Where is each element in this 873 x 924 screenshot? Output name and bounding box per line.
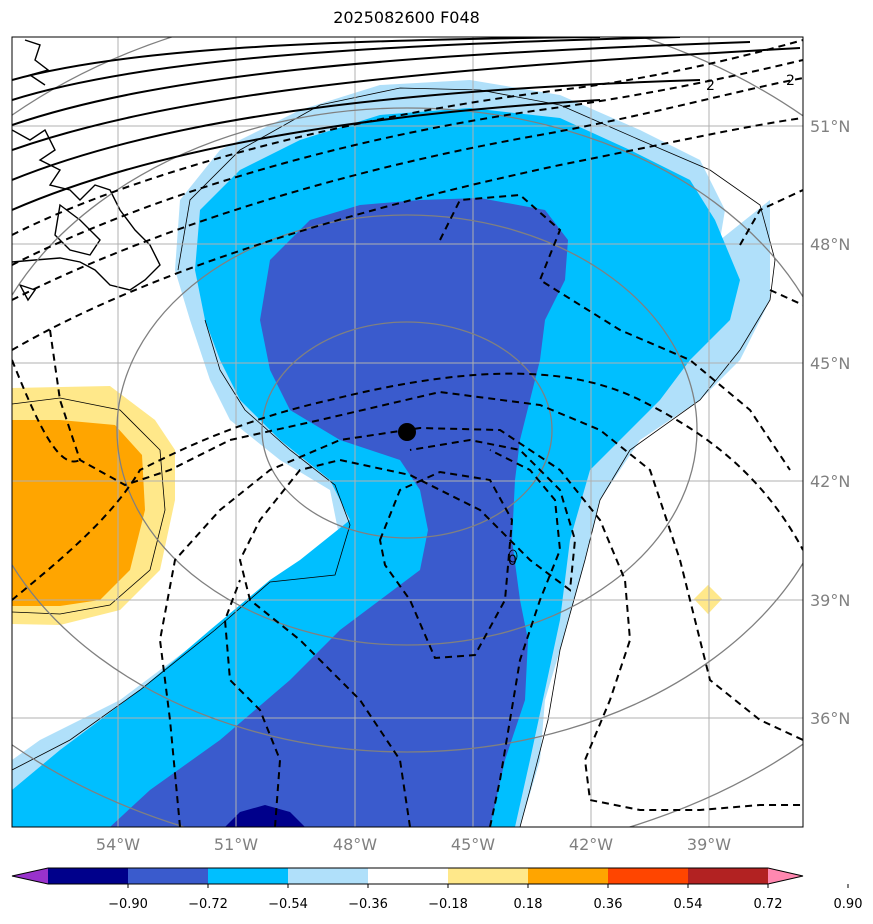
colorbar-tick-label: −0.90 xyxy=(108,897,148,912)
range-rings xyxy=(12,37,803,827)
field-navy xyxy=(225,805,305,827)
coastline xyxy=(12,39,161,302)
colorbar-tick-label: −0.72 xyxy=(188,897,228,912)
colorbar-bin xyxy=(608,868,689,884)
colorbar-bin xyxy=(368,868,449,884)
contour-label-3: 0 xyxy=(508,553,517,569)
lon-label: 51°W xyxy=(214,835,258,854)
colorbar: −0.90 −0.72 −0.54 −0.36 −0.18 0.18 0.36 0.54 0.7… xyxy=(11,867,863,912)
lon-label: 48°W xyxy=(333,835,377,854)
lon-label: 54°W xyxy=(96,835,140,854)
field-royal-blue xyxy=(110,198,568,827)
colorbar-tick-label: 0.36 xyxy=(594,897,623,912)
colorbar-bin xyxy=(288,868,369,884)
grid-lines xyxy=(12,37,803,827)
colorbar-tick-label: 0.72 xyxy=(754,897,783,912)
colorbar-extend-low xyxy=(12,868,48,884)
colorbar-bin xyxy=(688,868,769,884)
colorbar-bin xyxy=(528,868,609,884)
colorbar-outline xyxy=(11,867,804,885)
colorbar-bin xyxy=(448,868,529,884)
map-frame xyxy=(11,36,804,828)
storm-center-marker xyxy=(398,423,416,441)
colorbar-bin xyxy=(128,868,209,884)
colorbar-bin xyxy=(48,868,129,884)
lat-label: 39°N xyxy=(810,591,850,610)
colorbar-tick-label: −0.36 xyxy=(348,897,388,912)
colorbar-tick-label: 0.90 xyxy=(834,897,863,912)
colorbar-tick-label: 0.54 xyxy=(674,897,703,912)
dashed-contours xyxy=(12,39,803,827)
lat-labels: 51°N 48°N 45°N 42°N 39°N 36°N xyxy=(810,117,850,728)
lat-label: 36°N xyxy=(810,709,850,728)
lat-label: 42°N xyxy=(810,472,850,491)
lat-label: 45°N xyxy=(810,354,850,373)
lon-labels: 54°W 51°W 48°W 45°W 42°W 39°W xyxy=(96,835,731,854)
map-panel: 2 2 0 xyxy=(12,37,803,827)
colorbar-bin xyxy=(208,868,289,884)
colorbar-tick-label: −0.54 xyxy=(268,897,308,912)
colorbar-extend-high xyxy=(768,868,803,884)
lat-label: 48°N xyxy=(810,235,850,254)
colorbar-tick-label: 0.18 xyxy=(514,897,543,912)
lon-label: 39°W xyxy=(687,835,731,854)
lon-label: 42°W xyxy=(569,835,613,854)
contour-label-2: 2 xyxy=(786,73,795,89)
lat-label: 51°N xyxy=(810,117,850,136)
contour-label-1: 2 xyxy=(706,78,715,94)
lon-label: 45°W xyxy=(451,835,495,854)
field-orange xyxy=(12,420,145,606)
thin-contours xyxy=(12,87,776,827)
solid-contours xyxy=(12,37,801,211)
colorbar-tick-label: −0.18 xyxy=(428,897,468,912)
map-title: 2025082600 F048 xyxy=(333,8,480,27)
